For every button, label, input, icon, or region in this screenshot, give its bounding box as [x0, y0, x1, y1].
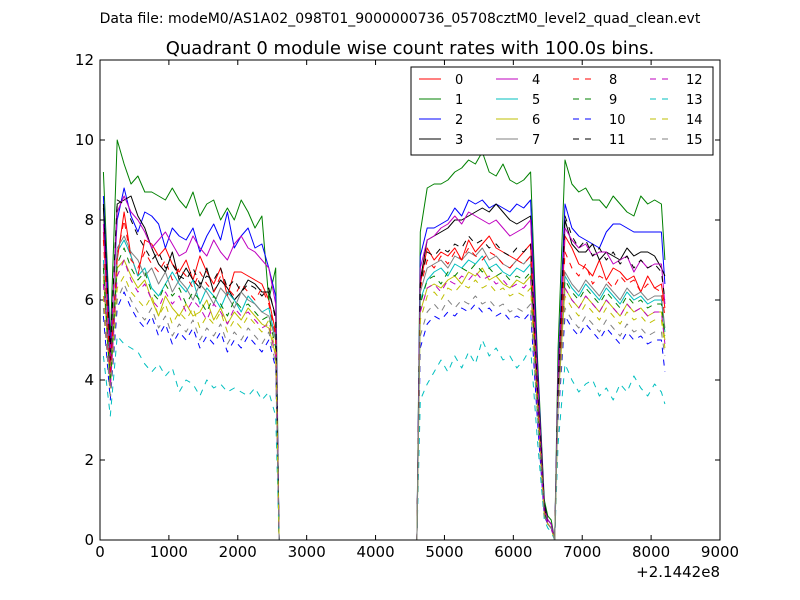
x-tick-label: 4000: [356, 543, 394, 561]
series-line-0: [554, 235, 666, 541]
legend-box: [410, 66, 714, 156]
series-line-5: [554, 275, 666, 541]
series-line-2: [554, 203, 666, 541]
legend-label-4: 4: [532, 73, 540, 88]
series-line-15: [102, 283, 280, 541]
series-line-13: [416, 339, 556, 541]
x-tick-labels: 0 1000 2000 3000 4000 5000 6000 7000 8000 9000: [95, 543, 739, 561]
series-line-13: [554, 363, 666, 541]
series-line-14: [102, 275, 280, 541]
y-tick-label: 0: [84, 531, 94, 549]
legend-label-2: 2: [455, 113, 463, 128]
x-offset-label: +2.1442e8: [636, 563, 720, 581]
series-line-3: [554, 219, 666, 541]
series-line-10: [416, 303, 556, 541]
x-tick-label: 5000: [425, 543, 463, 561]
x-tick-label: 0: [95, 543, 105, 561]
y-tick-label: 8: [84, 211, 94, 229]
legend-label-10: 10: [609, 113, 626, 128]
series-line-1: [102, 139, 280, 541]
series-line-10: [102, 291, 280, 541]
series-line-4: [102, 195, 280, 541]
series-line-6: [102, 259, 280, 541]
legend-label-1: 1: [455, 93, 463, 108]
legend-label-6: 6: [532, 113, 540, 128]
series-line-7: [554, 271, 666, 541]
chart-title: Quadrant 0 module wise count rates with …: [166, 38, 655, 59]
plot-frame: [99, 59, 721, 541]
series-line-9: [554, 279, 666, 541]
series-line-15: [554, 307, 666, 541]
x-tick-label: 9000: [701, 543, 739, 561]
legend-label-11: 11: [609, 133, 626, 148]
series-line-2: [102, 187, 280, 541]
y-tick-labels: 0 2 4 6 8 10 12: [75, 51, 94, 549]
series-line-14: [554, 295, 666, 541]
series-line-1: [554, 159, 666, 541]
x-tick-label: 1000: [150, 543, 188, 561]
series-line-10: [554, 315, 666, 541]
legend-label-14: 14: [686, 113, 703, 128]
series-line-11: [102, 199, 280, 541]
series-line-4: [416, 211, 556, 541]
series-line-9: [102, 247, 280, 541]
legend-label-15: 15: [686, 133, 703, 148]
series-line-8: [554, 251, 666, 541]
legend-label-9: 9: [609, 93, 617, 108]
series-line-7: [102, 235, 280, 541]
legend-label-3: 3: [455, 133, 463, 148]
x-tick-label: 3000: [288, 543, 326, 561]
legend-label-0: 0: [455, 73, 463, 88]
y-tick-label: 6: [84, 291, 94, 309]
series-line-13: [102, 335, 280, 541]
legend-label-7: 7: [532, 133, 540, 148]
legend-label-8: 8: [609, 73, 617, 88]
series-line-6: [554, 287, 666, 541]
chart-suptitle: Data file: modeM0/AS1A02_098T01_90000007…: [100, 11, 701, 27]
series-layer: [102, 139, 666, 541]
x-tick-label: 7000: [563, 543, 601, 561]
y-tick-label: 4: [84, 371, 94, 389]
x-tick-label: 6000: [494, 543, 532, 561]
legend-label-13: 13: [686, 93, 703, 108]
y-tick-label: 10: [75, 131, 94, 149]
series-line-11: [554, 215, 666, 541]
y-tick-label: 12: [75, 51, 94, 69]
series-line-11: [416, 235, 556, 541]
y-tick-label: 2: [84, 451, 94, 469]
series-line-8: [102, 219, 280, 541]
series-line-9: [416, 263, 556, 541]
legend-label-5: 5: [532, 93, 540, 108]
legend-label-12: 12: [686, 73, 703, 88]
x-tick-label: 2000: [219, 543, 257, 561]
x-tick-label: 8000: [632, 543, 670, 561]
